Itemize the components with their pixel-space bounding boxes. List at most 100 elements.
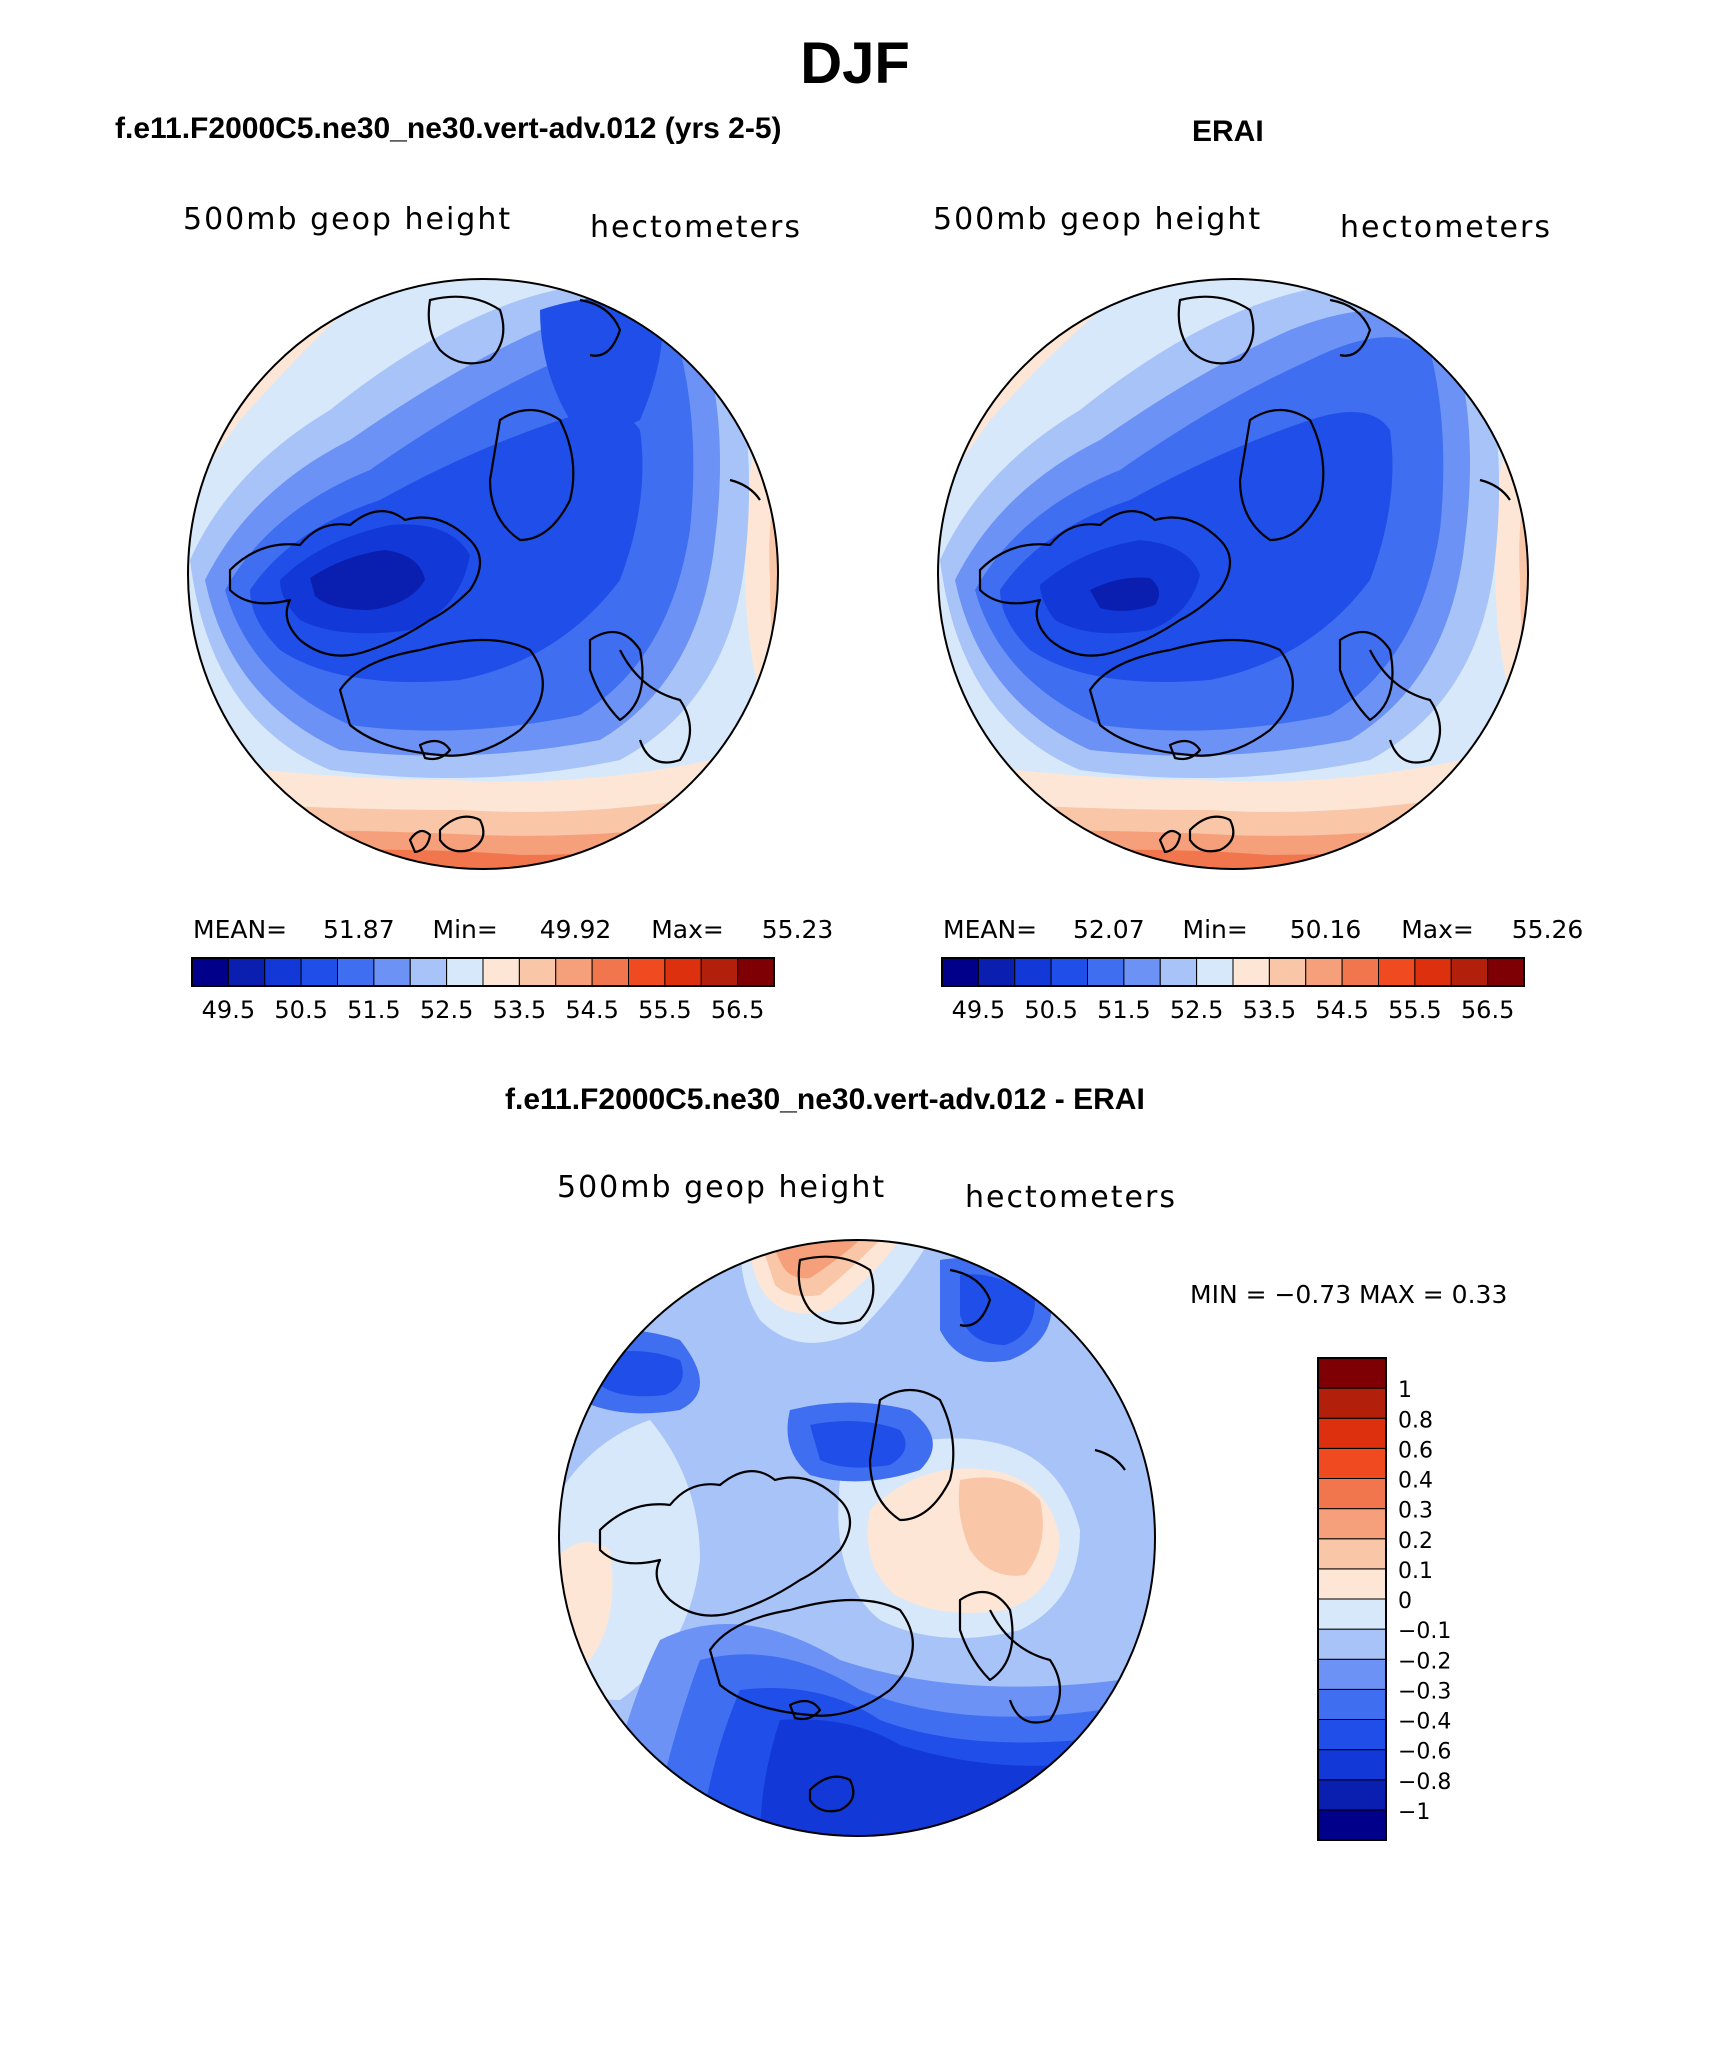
map-1-boundary: [187, 278, 779, 870]
panel-1-variable-label: 500mb geop height: [183, 202, 513, 237]
mean-label: MEAN=: [943, 915, 1038, 944]
colorbar-panel-3: −1 −0.8 −0.6 −0.4 −0.3 −0.2 −0.1 0 0.1 0.2 0.3 0.4 0…: [1317, 1357, 1451, 1841]
colorbar-swatch: [1305, 957, 1343, 987]
colorbar-tick-label: 0.1: [1398, 1559, 1433, 1584]
colorbar-tick-label: 0.3: [1398, 1499, 1433, 1524]
max-label: Max=: [1401, 915, 1474, 944]
mean-value: 51.87: [323, 915, 395, 944]
colorbar-swatch: [373, 957, 411, 987]
panel-1-units-label: hectometers: [590, 210, 802, 245]
panel-2-units-label: hectometers: [1340, 210, 1552, 245]
colorbar-tick-label: 56.5: [711, 996, 764, 1024]
colorbar-tick-label: −1: [1398, 1800, 1430, 1825]
colorbar-swatch: [1317, 1749, 1387, 1781]
colorbar-swatch: [191, 957, 229, 987]
panel-3-stats: MIN = −0.73 MAX = 0.33: [1190, 1280, 1508, 1309]
panel-2-title: ERAI: [1192, 115, 1264, 148]
colorbar-tick-label: 0: [1398, 1589, 1412, 1614]
colorbar-swatch: [264, 957, 302, 987]
colorbar-swatch: [482, 957, 520, 987]
colorbar-swatch: [1378, 957, 1416, 987]
colorbar-tick-label: 55.5: [638, 996, 691, 1024]
colorbar-tick-label: 0.6: [1398, 1438, 1433, 1463]
panel-3-units-label: hectometers: [965, 1180, 1177, 1215]
colorbar-swatch: [1317, 1478, 1387, 1510]
colorbar-swatch: [227, 957, 266, 987]
colorbar-swatch: [555, 957, 593, 987]
colorbar-swatch: [1087, 957, 1125, 987]
colorbar-swatch: [628, 957, 666, 987]
min-label: Min=: [432, 915, 498, 944]
colorbar-swatch: [409, 957, 448, 987]
colorbar-tick-label: 50.5: [274, 996, 327, 1024]
min-value: 49.92: [539, 915, 612, 944]
colorbar-swatch: [700, 957, 739, 987]
colorbar-tick-label: −0.8: [1398, 1770, 1451, 1795]
panel-3-variable-label: 500mb geop height: [557, 1170, 887, 1205]
min-value: 50.16: [1289, 915, 1362, 944]
colorbar-swatch: [446, 957, 484, 987]
colorbar-swatch: [591, 957, 629, 987]
colorbar-swatch: [1487, 957, 1525, 987]
colorbar-swatch: [1414, 957, 1452, 987]
colorbar-swatch: [1317, 1417, 1387, 1449]
map-panel-2: [937, 278, 1529, 870]
colorbar-tick-label: 56.5: [1461, 996, 1514, 1024]
colorbar-swatch: [941, 957, 979, 987]
colorbar-panel-1: 49.5 50.5 51.5 52.5 53.5 54.5 55.5 56.5: [191, 957, 775, 1024]
panel-2-variable-label: 500mb geop height: [933, 202, 1263, 237]
colorbar-tick-label: 49.5: [202, 996, 255, 1024]
max-label: Max=: [651, 915, 724, 944]
panel-1-title: f.e11.F2000C5.ne30_ne30.vert-adv.012 (yr…: [115, 112, 782, 145]
colorbar-tick-label: −0.6: [1398, 1740, 1451, 1765]
mean-label: MEAN=: [193, 915, 288, 944]
colorbar-swatch: [1317, 1658, 1387, 1690]
colorbar-swatch: [337, 957, 375, 987]
panel-2-stats: MEAN= 52.07 Min= 50.16 Max= 55.26: [943, 915, 1583, 944]
colorbar-tick-label: 1: [1398, 1378, 1412, 1403]
colorbar-swatch: [1317, 1508, 1387, 1540]
colorbar-swatch: [1317, 1568, 1387, 1600]
panel-1-stats: MEAN= 51.87 Min= 49.92 Max= 55.23: [193, 915, 833, 944]
colorbar-swatch: [1317, 1779, 1387, 1811]
colorbar-swatch: [1159, 957, 1198, 987]
colorbar-tick-label: 52.5: [420, 996, 473, 1024]
colorbar-swatch: [1317, 1719, 1387, 1751]
colorbar-swatch: [1268, 957, 1307, 987]
map-2-boundary: [937, 278, 1529, 870]
colorbar-swatch: [1450, 957, 1489, 987]
colorbar-swatch: [1317, 1598, 1387, 1630]
map-3-contours: [559, 1240, 1155, 1836]
colorbar-swatch: [1341, 957, 1379, 987]
map-1-coastlines: [228, 295, 761, 854]
map-3-coastlines: [598, 1255, 1126, 1813]
colorbar-tick-label: 0.4: [1398, 1469, 1433, 1494]
colorbar-swatch: [1317, 1688, 1387, 1720]
map-3-boundary: [558, 1239, 1156, 1837]
colorbar-swatch: [1232, 957, 1270, 987]
colorbar-tick-label: −0.4: [1398, 1710, 1451, 1735]
max-value: 55.23: [761, 915, 834, 944]
colorbar-tick-label: −0.3: [1398, 1679, 1451, 1704]
colorbar-swatch: [977, 957, 1016, 987]
colorbar-swatch: [1317, 1538, 1387, 1570]
colorbar-swatch: [664, 957, 702, 987]
colorbar-swatch: [300, 957, 338, 987]
colorbar-tick-label: 54.5: [565, 996, 618, 1024]
colorbar-tick-label: 52.5: [1170, 996, 1223, 1024]
colorbar-swatch: [1123, 957, 1161, 987]
colorbar-swatch: [1014, 957, 1052, 987]
colorbar-tick-label: 51.5: [347, 996, 400, 1024]
map-2-coastlines: [978, 295, 1511, 854]
colorbar-swatch: [1317, 1387, 1387, 1419]
colorbar-tick-label: 50.5: [1024, 996, 1077, 1024]
panel-3-title: f.e11.F2000C5.ne30_ne30.vert-adv.012 - E…: [505, 1083, 1145, 1116]
colorbar-swatch: [1317, 1447, 1387, 1479]
colorbar-swatch: [1317, 1809, 1387, 1841]
map-panel-3: [558, 1239, 1156, 1837]
colorbar-tick-label: 0.8: [1398, 1408, 1433, 1433]
colorbar-tick-label: −0.2: [1398, 1649, 1451, 1674]
figure-title: DJF: [800, 31, 910, 96]
map-panel-1: [187, 278, 779, 870]
